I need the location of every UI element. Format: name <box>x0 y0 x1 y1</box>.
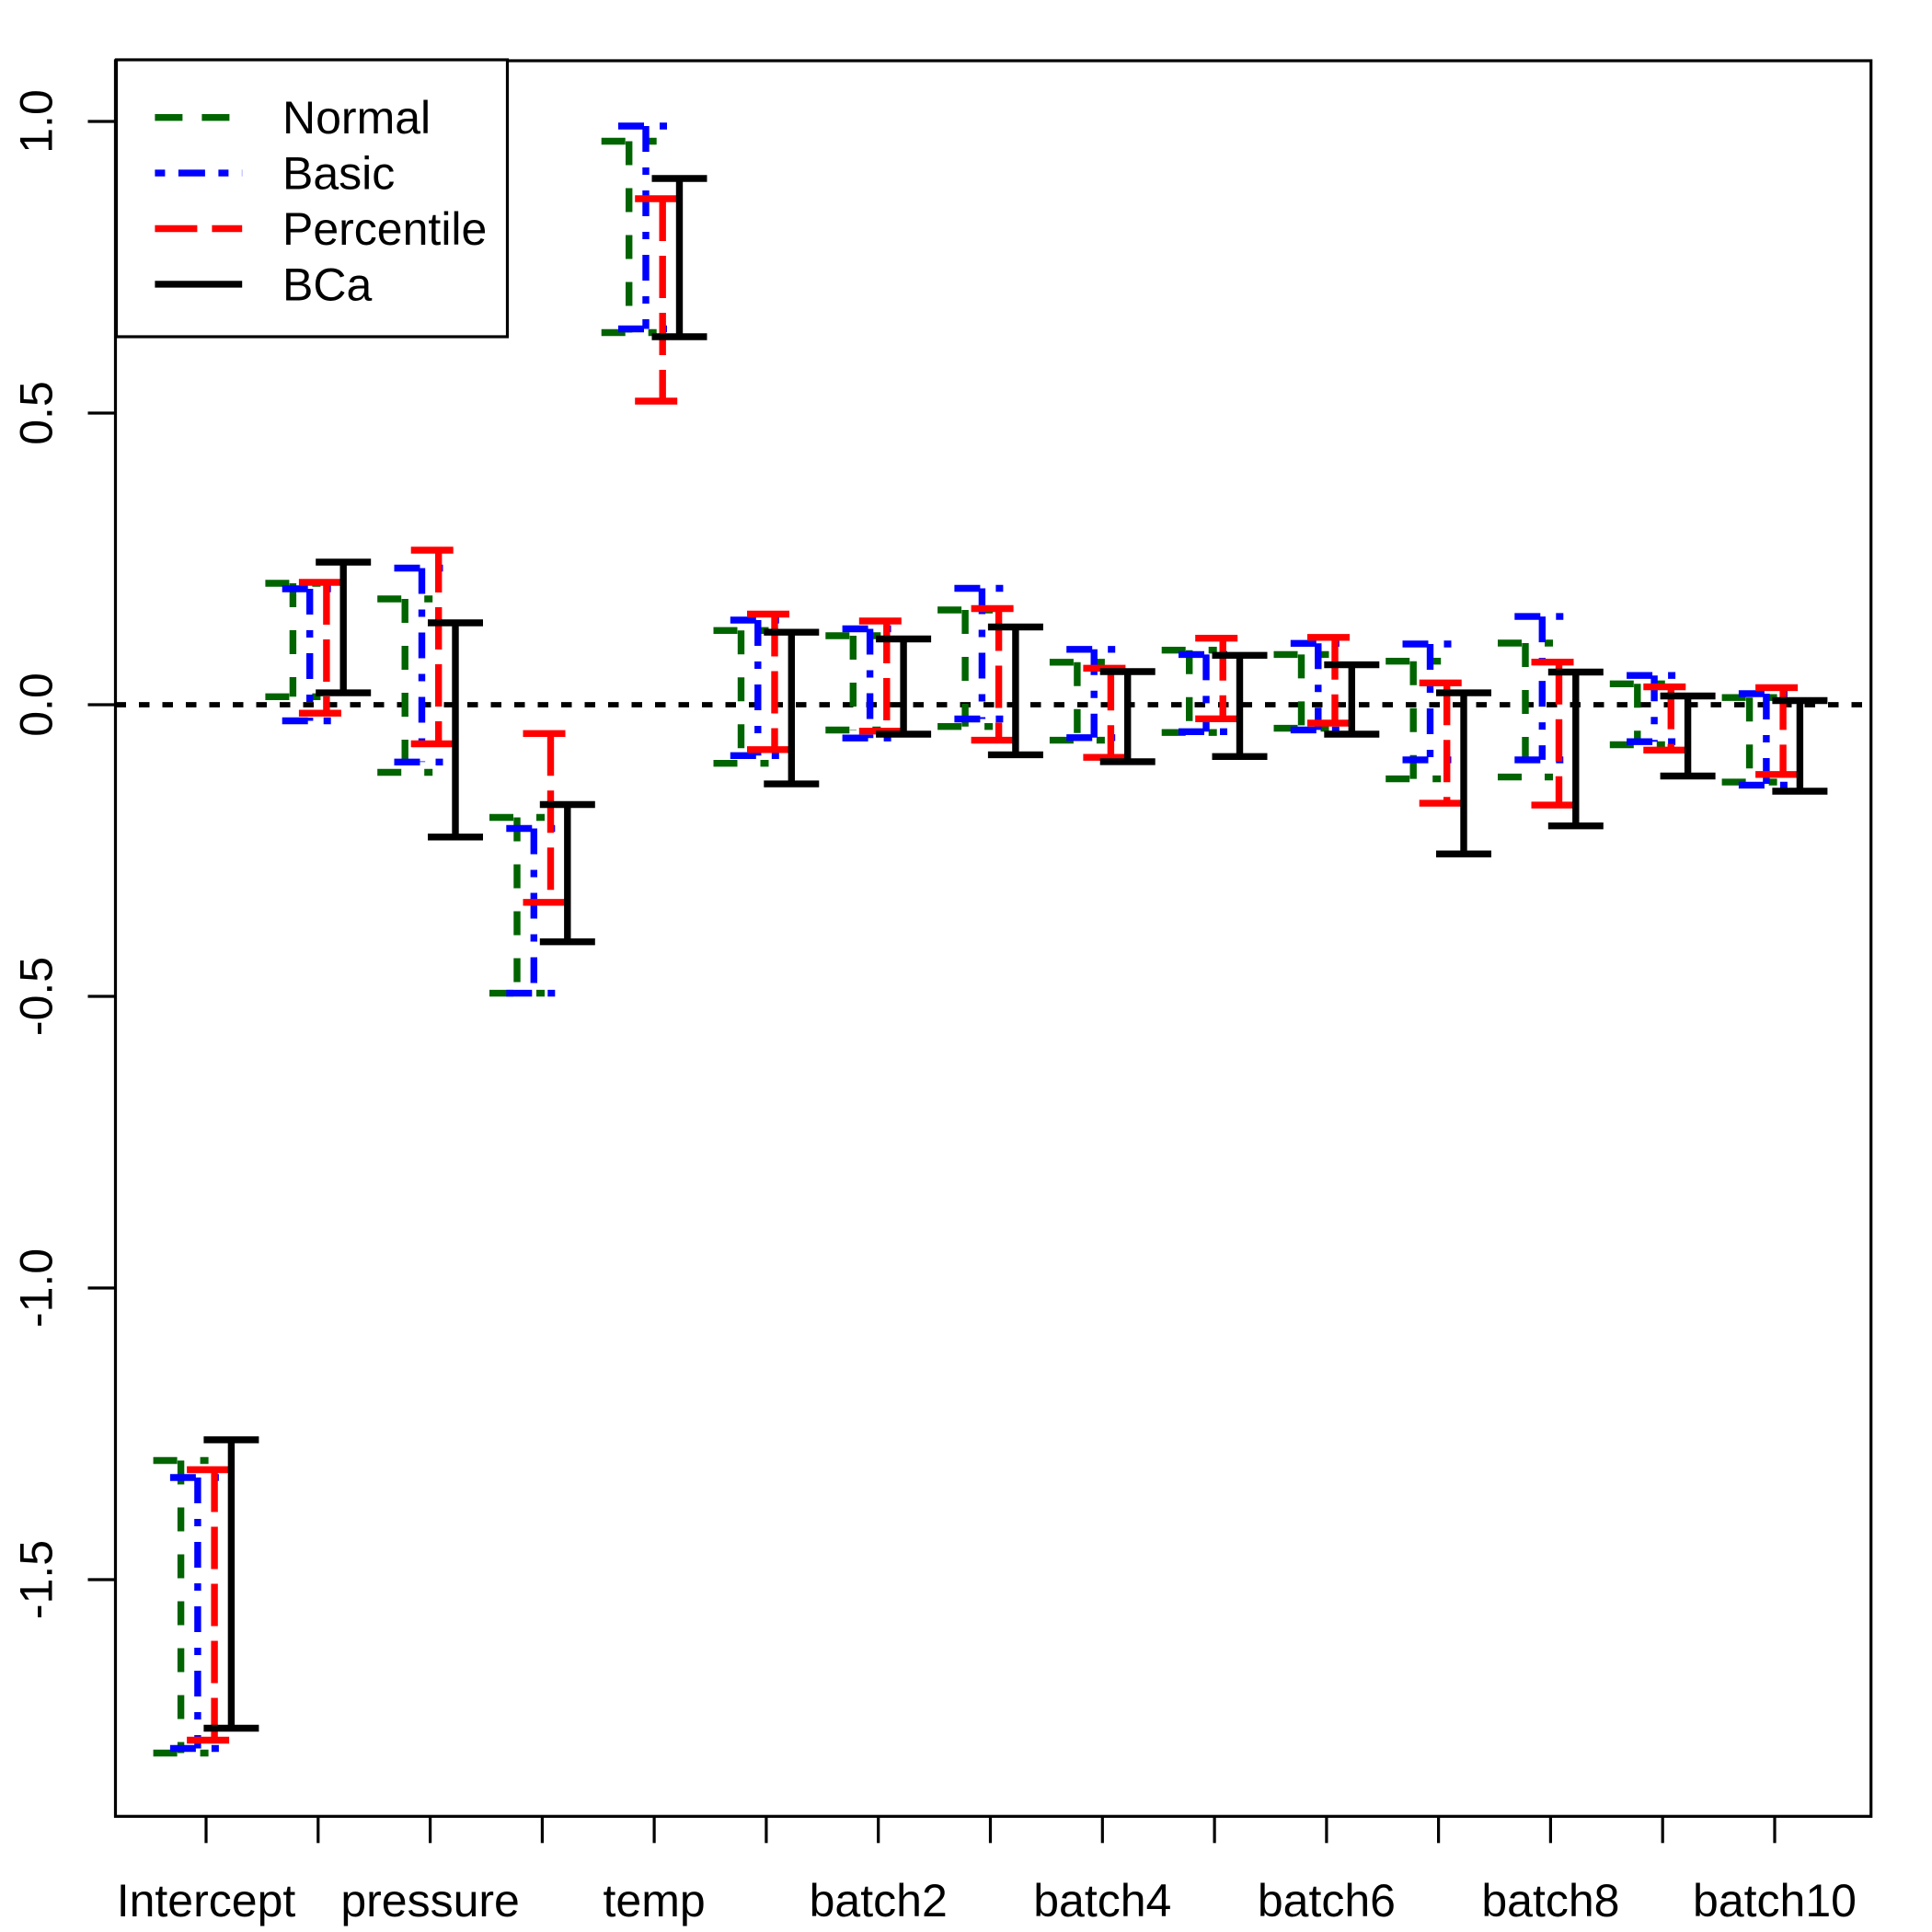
svg-text:pressure: pressure <box>340 1875 520 1926</box>
svg-text:Intercept: Intercept <box>117 1875 296 1926</box>
svg-text:batch2: batch2 <box>810 1875 948 1926</box>
svg-text:0.0: 0.0 <box>11 673 63 737</box>
svg-text:batch10: batch10 <box>1693 1875 1857 1926</box>
svg-text:1.0: 1.0 <box>11 89 63 154</box>
svg-text:batch6: batch6 <box>1258 1875 1396 1926</box>
svg-text:batch8: batch8 <box>1481 1875 1619 1926</box>
svg-text:Normal: Normal <box>282 92 431 144</box>
svg-text:BCa: BCa <box>282 259 372 310</box>
svg-text:temp: temp <box>604 1875 706 1926</box>
svg-text:-1.5: -1.5 <box>11 1540 63 1619</box>
svg-text:batch4: batch4 <box>1033 1875 1171 1926</box>
svg-text:-1.0: -1.0 <box>11 1248 63 1328</box>
svg-text:Basic: Basic <box>282 148 395 200</box>
svg-text:Percentile: Percentile <box>282 203 487 255</box>
svg-text:0.5: 0.5 <box>11 381 63 445</box>
svg-text:-0.5: -0.5 <box>11 957 63 1036</box>
